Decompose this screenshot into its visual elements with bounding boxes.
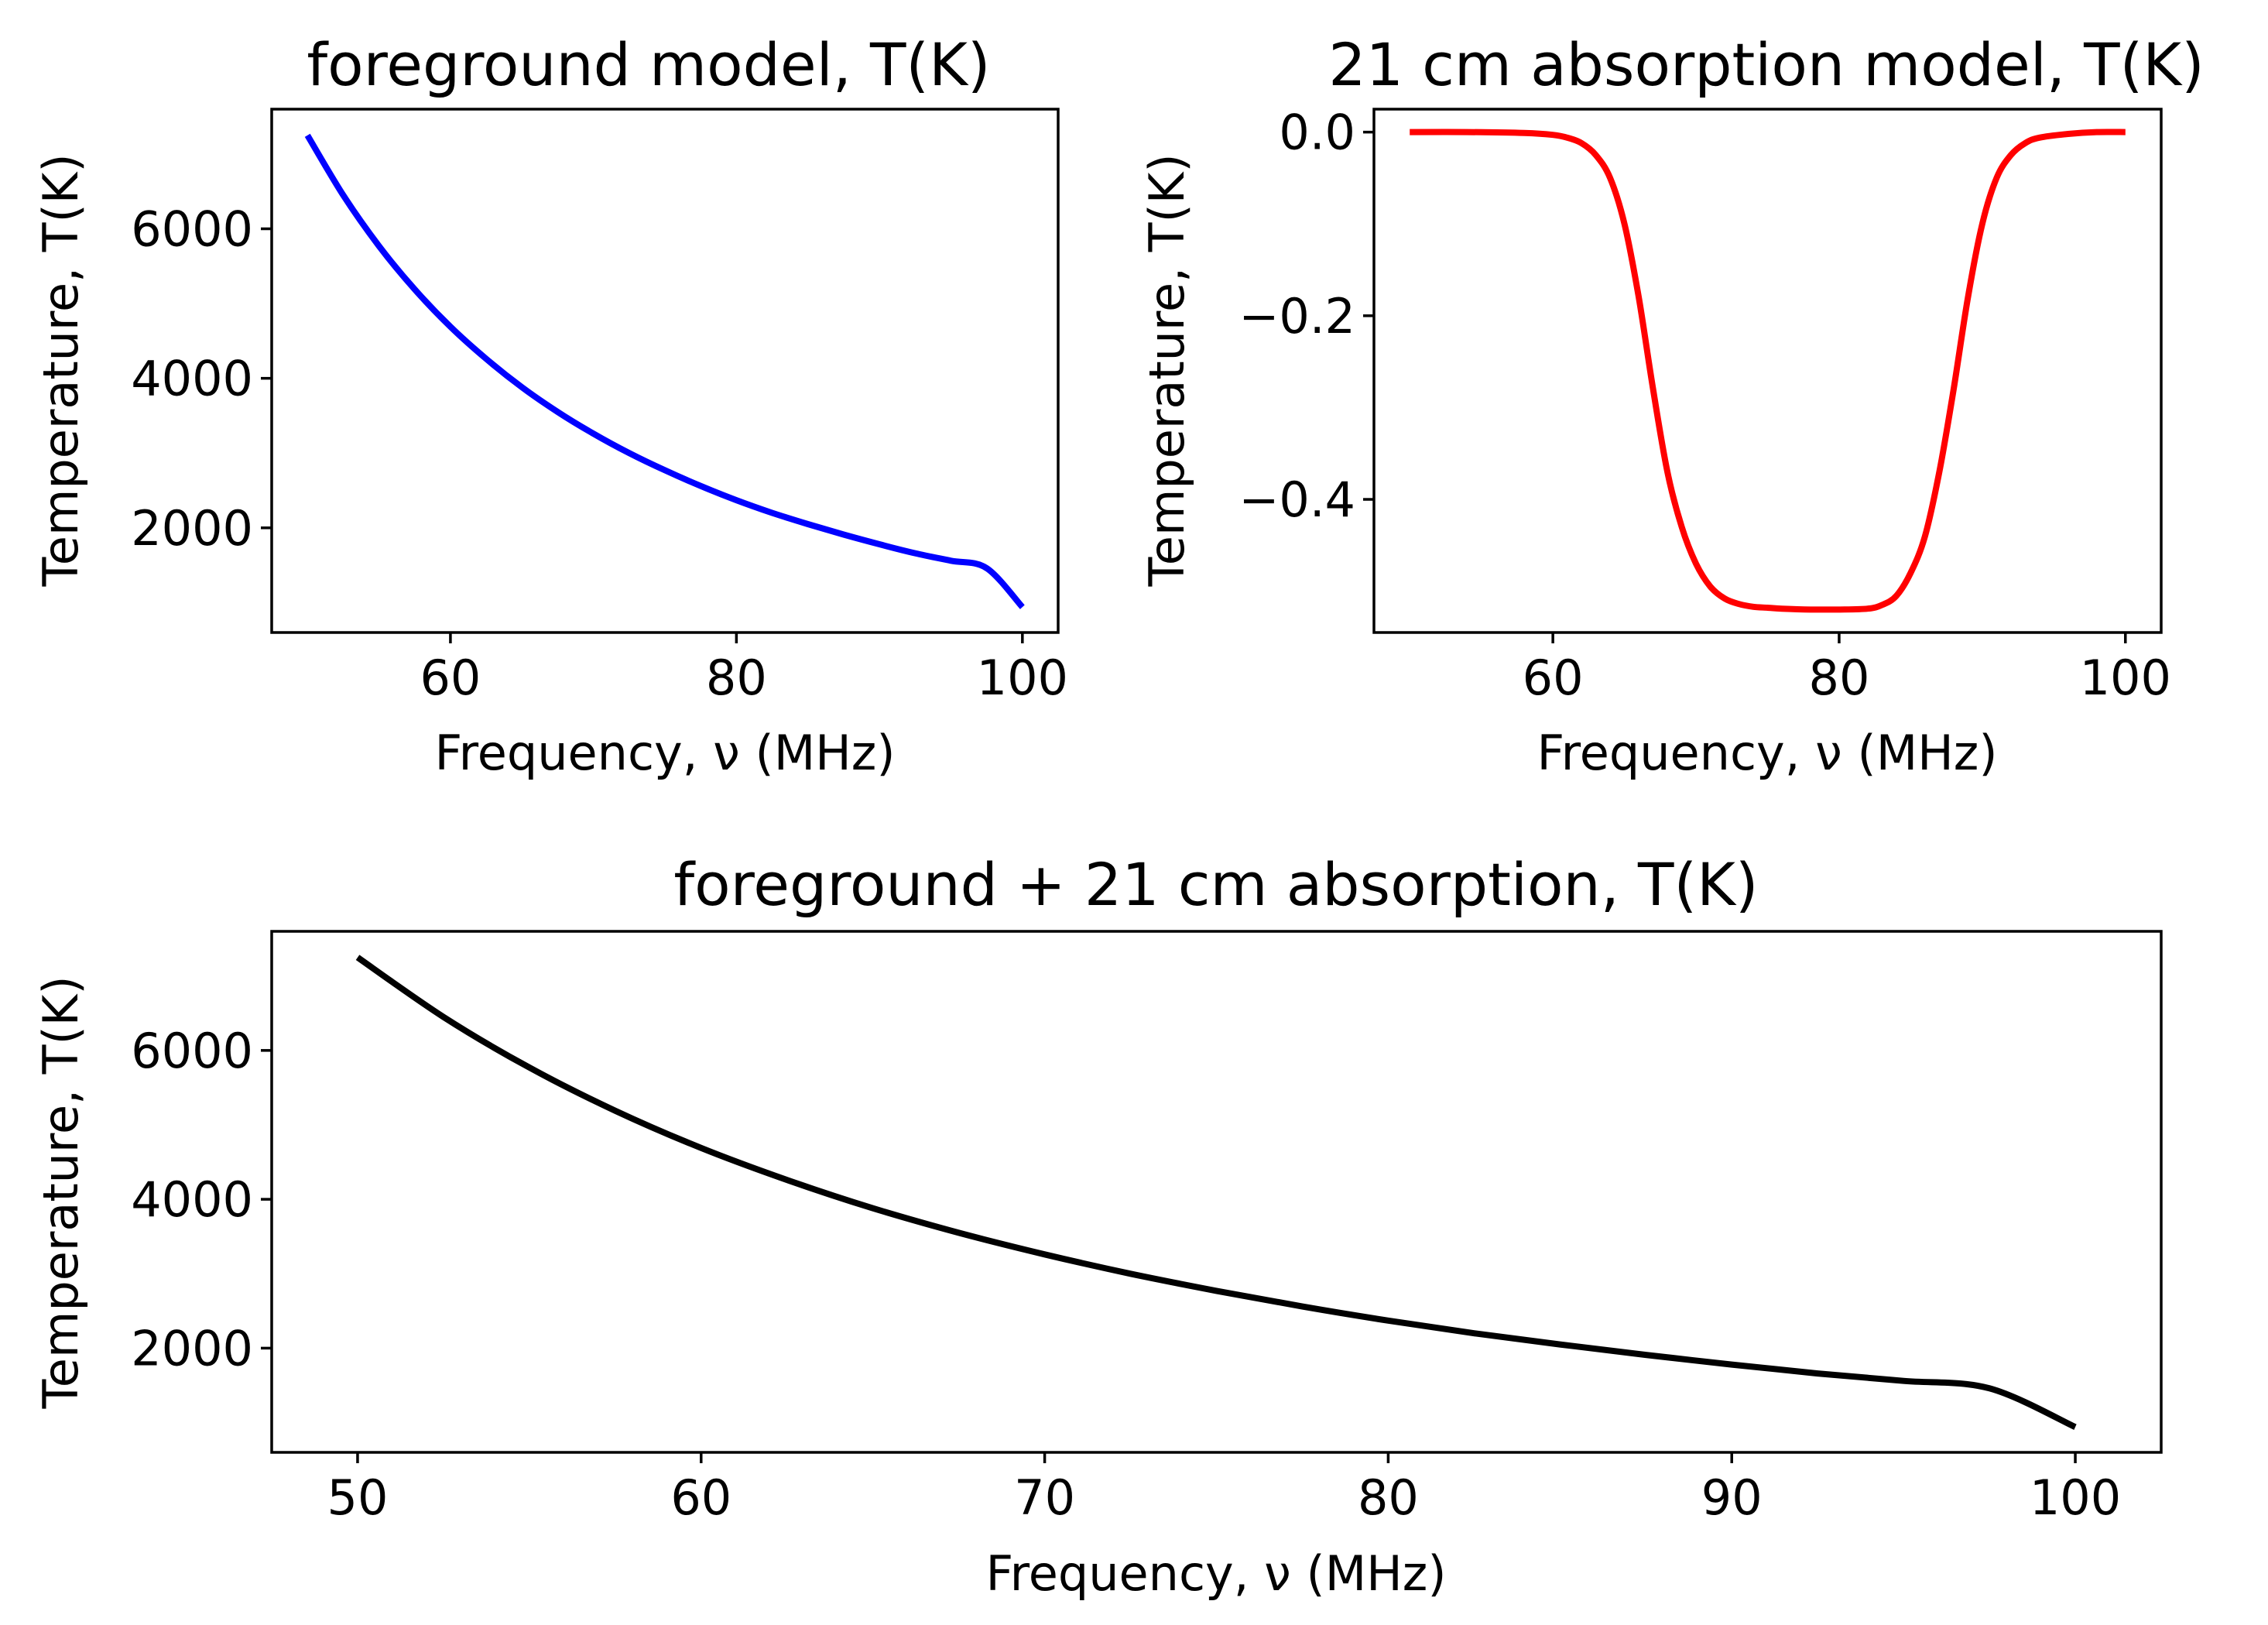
x-tick-label: 60 <box>670 1469 731 1526</box>
plot-frame <box>270 108 1060 634</box>
y-tick-label: 0.0 <box>1279 105 1355 161</box>
y-axis-label: Temperature, T(K) <box>1139 153 1195 587</box>
combined-panel: foreground + 21 cm absorption, T(K) 50 60… <box>33 850 2163 1602</box>
combined-curve <box>355 955 2077 1430</box>
x-tick-label: 80 <box>1358 1469 1419 1526</box>
y-tick-label: −0.4 <box>1238 471 1355 528</box>
y-axis-label: Temperature, T(K) <box>33 153 89 587</box>
plot-frame <box>1372 108 2163 634</box>
y-tick-label: 6000 <box>131 201 253 258</box>
chart-title: 21 cm absorption model, T(K) <box>1328 30 2205 99</box>
axis-ticks: 60 80 100 0.0 −0.2 −0.4 <box>1238 105 2171 706</box>
y-tick-label: 2000 <box>131 1320 253 1376</box>
absorption-curve <box>1410 129 2126 613</box>
y-tick-label: −0.2 <box>1238 288 1355 345</box>
x-tick-label: 50 <box>327 1469 389 1526</box>
x-tick-label: 80 <box>706 650 767 706</box>
axis-ticks: 60 80 100 2000 4000 6000 <box>131 201 1068 706</box>
x-tick-label: 100 <box>2030 1469 2121 1526</box>
x-axis-label: Frequency, ν (MHz) <box>434 725 895 781</box>
y-tick-label: 4000 <box>131 1171 253 1228</box>
x-tick-label: 100 <box>977 650 1068 706</box>
plot-frame <box>270 930 2163 1454</box>
y-tick-label: 6000 <box>131 1023 253 1079</box>
x-tick-label: 60 <box>420 650 481 706</box>
x-tick-label: 60 <box>1523 650 1584 706</box>
axis-ticks: 50 60 70 80 90 100 2000 4000 6000 <box>131 1023 2121 1526</box>
foreground-model-panel: foreground model, T(K) 60 80 1002000400060… <box>33 30 1068 781</box>
chart-title: foreground + 21 cm absorption, T(K) <box>673 850 1758 919</box>
x-tick-label: 100 <box>2080 650 2171 706</box>
foreground-curve <box>304 133 1025 609</box>
x-tick-label: 90 <box>1701 1469 1763 1526</box>
x-axis-label: Frequency, ν (MHz) <box>1537 725 1997 781</box>
absorption-model-panel: 21 cm absorption model, T(K) 60 80 100 0.0 −… <box>1139 30 2205 781</box>
y-tick-label: 4000 <box>131 351 253 407</box>
y-axis-label: Temperature, T(K) <box>33 975 89 1409</box>
chart-title: foreground model, T(K) <box>307 30 990 99</box>
x-axis-label: Frequency, ν (MHz) <box>985 1545 1446 1602</box>
y-tick-label: 2000 <box>131 500 253 557</box>
x-tick-label: 80 <box>1809 650 1870 706</box>
x-tick-label: 70 <box>1014 1469 1075 1526</box>
